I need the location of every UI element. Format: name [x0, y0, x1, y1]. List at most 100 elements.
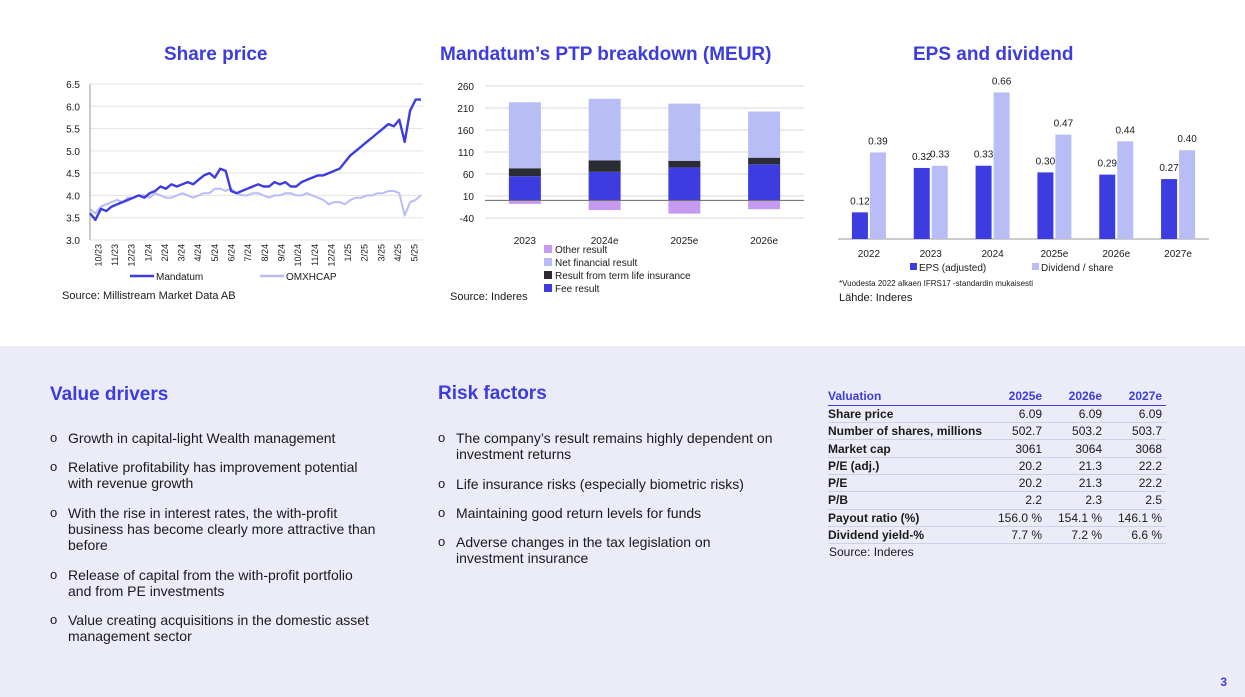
- valuation-row: Dividend yield-% 7.7 % 7.2 % 6.6 %: [828, 526, 1167, 545]
- value-driver-item: Relative profitability has improvement p…: [50, 459, 380, 491]
- valuation-row-label: P/B: [828, 491, 987, 510]
- ptp-bar-segment: [748, 111, 781, 158]
- dividend-bar: [869, 152, 886, 239]
- ptp-x-tick: 2024e: [591, 236, 619, 247]
- share-x-tick: 10/23: [93, 244, 103, 267]
- ptp-legend-label: Result from term life insurance: [555, 271, 691, 282]
- valuation-row: P/E (adj.) 20.2 21.3 22.2: [828, 457, 1167, 475]
- dividend-data-label: 0.33: [930, 150, 950, 161]
- eps-data-label: 0.12: [850, 196, 870, 207]
- dividend-bar: [1179, 150, 1196, 239]
- eps-bar: [1099, 174, 1116, 239]
- eps-source: Lähde: Inderes: [839, 292, 913, 304]
- ptp-bar-segment: [748, 164, 781, 201]
- valuation-cell: 156.0 %: [986, 509, 1047, 527]
- dividend-data-label: 0.40: [1177, 134, 1197, 145]
- share-x-tick: 1/25: [343, 244, 353, 262]
- valuation-cell: 6.6 %: [1106, 526, 1167, 545]
- valuation-row: Payout ratio (%) 156.0 % 154.1 % 146.1 %: [828, 509, 1167, 527]
- ptp-bar-segment: [748, 200, 781, 210]
- valuation-row-label: P/E: [828, 474, 987, 493]
- valuation-row-label: Number of shares, millions: [828, 422, 987, 441]
- eps-x-tick: 2027e: [1164, 249, 1192, 260]
- valuation-cell: 154.1 %: [1046, 509, 1107, 527]
- risk-factor-item: The company’s result remains highly depe…: [438, 430, 778, 462]
- charts-section: Share price 3.0 3.5 4.0 4.5 5.0 5.5 6.0 6.5 10/2…: [0, 0, 1245, 346]
- ptp-legend-swatch: [544, 258, 552, 266]
- share-y-tick: 3.0: [66, 236, 80, 247]
- eps-data-label: 0.33: [974, 150, 994, 161]
- eps-bar: [1161, 179, 1178, 239]
- ptp-y-tick: 60: [463, 170, 475, 181]
- ptp-y-tick: -40: [460, 214, 475, 225]
- share-x-tick: 2/25: [360, 244, 370, 262]
- ptp-source: Source: Inderes: [450, 291, 528, 303]
- eps-title: EPS and dividend: [913, 44, 1074, 65]
- share-price-source: Source: Millistream Market Data AB: [62, 290, 236, 302]
- ptp-title: Mandatum’s PTP breakdown (MEUR): [440, 44, 772, 65]
- value-drivers-title: Value drivers: [50, 384, 169, 405]
- share-x-tick: 12/24: [326, 244, 336, 267]
- valuation-cell: 7.7 %: [986, 526, 1047, 545]
- value-drivers-list: Growth in capital-light Wealth managemen…: [50, 430, 380, 644]
- valuation-cell: 21.3: [1046, 457, 1107, 475]
- share-y-tick: 5.0: [66, 147, 80, 158]
- ptp-bar-segment: [508, 168, 541, 177]
- value-driver-item: Value creating acquisitions in the domes…: [50, 612, 380, 644]
- share-y-tick: 5.5: [66, 125, 80, 136]
- eps-bar: [975, 165, 992, 239]
- ptp-bar-segment: [668, 103, 701, 161]
- share-series-line: [89, 98, 421, 222]
- risk-factors-title: Risk factors: [438, 383, 547, 404]
- eps-legend-label: Dividend / share: [1041, 263, 1114, 274]
- ptp-bar-segment: [588, 200, 621, 211]
- share-price-title: Share price: [164, 44, 268, 65]
- ptp-y-tick: 210: [457, 104, 474, 115]
- risk-factor-item: Life insurance risks (especially biometr…: [438, 476, 778, 492]
- share-series-line: [89, 187, 422, 217]
- value-driver-item: Release of capital from the with-profit …: [50, 567, 380, 599]
- valuation-row: P/B 2.2 2.3 2.5: [828, 491, 1167, 510]
- valuation-cell: 503.2: [1046, 422, 1107, 441]
- valuation-cell: 6.09: [986, 405, 1047, 424]
- share-y-tick: 6.5: [66, 80, 80, 91]
- valuation-cell: 2.3: [1046, 491, 1107, 510]
- eps-legend-swatch: [1032, 263, 1039, 270]
- value-driver-item: Growth in capital-light Wealth managemen…: [50, 430, 380, 446]
- eps-x-tick: 2024: [981, 249, 1004, 260]
- valuation-header-2027e: 2027e: [1106, 388, 1167, 406]
- share-x-tick: 9/24: [276, 244, 286, 262]
- eps-data-label: 0.29: [1098, 159, 1118, 170]
- eps-dividend-chart: 0.120.3920220.320.3320230.330.6620240.30…: [838, 76, 1209, 274]
- valuation-cell: 21.3: [1046, 474, 1107, 493]
- eps-footnote: *Vuodesta 2022 alkaen IFRS17 -standardin…: [839, 279, 1034, 288]
- valuation-row: Share price 6.09 6.09 6.09: [828, 405, 1167, 424]
- valuation-cell: 3064: [1046, 439, 1107, 458]
- valuation-header-2026e: 2026e: [1046, 388, 1107, 406]
- valuation-cell: 7.2 %: [1046, 526, 1107, 545]
- share-y-tick: 3.5: [66, 214, 80, 225]
- ptp-bar-segment: [508, 176, 541, 201]
- eps-data-label: 0.32: [912, 152, 932, 163]
- share-x-tick: 3/24: [177, 244, 187, 262]
- ptp-bar-segment: [508, 200, 541, 204]
- valuation-row-label: P/E (adj.): [828, 457, 987, 475]
- risk-factor-item: Maintaining good return levels for funds: [438, 505, 778, 521]
- valuation-cell: 3068: [1106, 439, 1167, 458]
- share-x-tick: 5/25: [410, 244, 420, 262]
- share-x-tick: 11/23: [110, 244, 120, 266]
- valuation-cell: 2.5: [1106, 491, 1167, 510]
- valuation-cell: 146.1 %: [1106, 509, 1167, 527]
- eps-legend-label: EPS (adjusted): [919, 263, 986, 274]
- valuation-cell: 3061: [986, 439, 1047, 458]
- valuation-cell: 22.2: [1106, 474, 1167, 493]
- valuation-cell: 22.2: [1106, 457, 1167, 475]
- ptp-y-tick: 110: [458, 148, 474, 159]
- ptp-x-tick: 2023: [514, 236, 537, 247]
- valuation-cell: 6.09: [1106, 405, 1167, 424]
- valuation-row: Market cap 3061 3064 3068: [828, 439, 1167, 458]
- ptp-legend-swatch: [544, 245, 552, 253]
- ptp-x-tick: 2026e: [750, 236, 778, 247]
- share-price-chart: 3.0 3.5 4.0 4.5 5.0 5.5 6.0 6.5 10/23 11/23 12/23 1…: [66, 80, 423, 283]
